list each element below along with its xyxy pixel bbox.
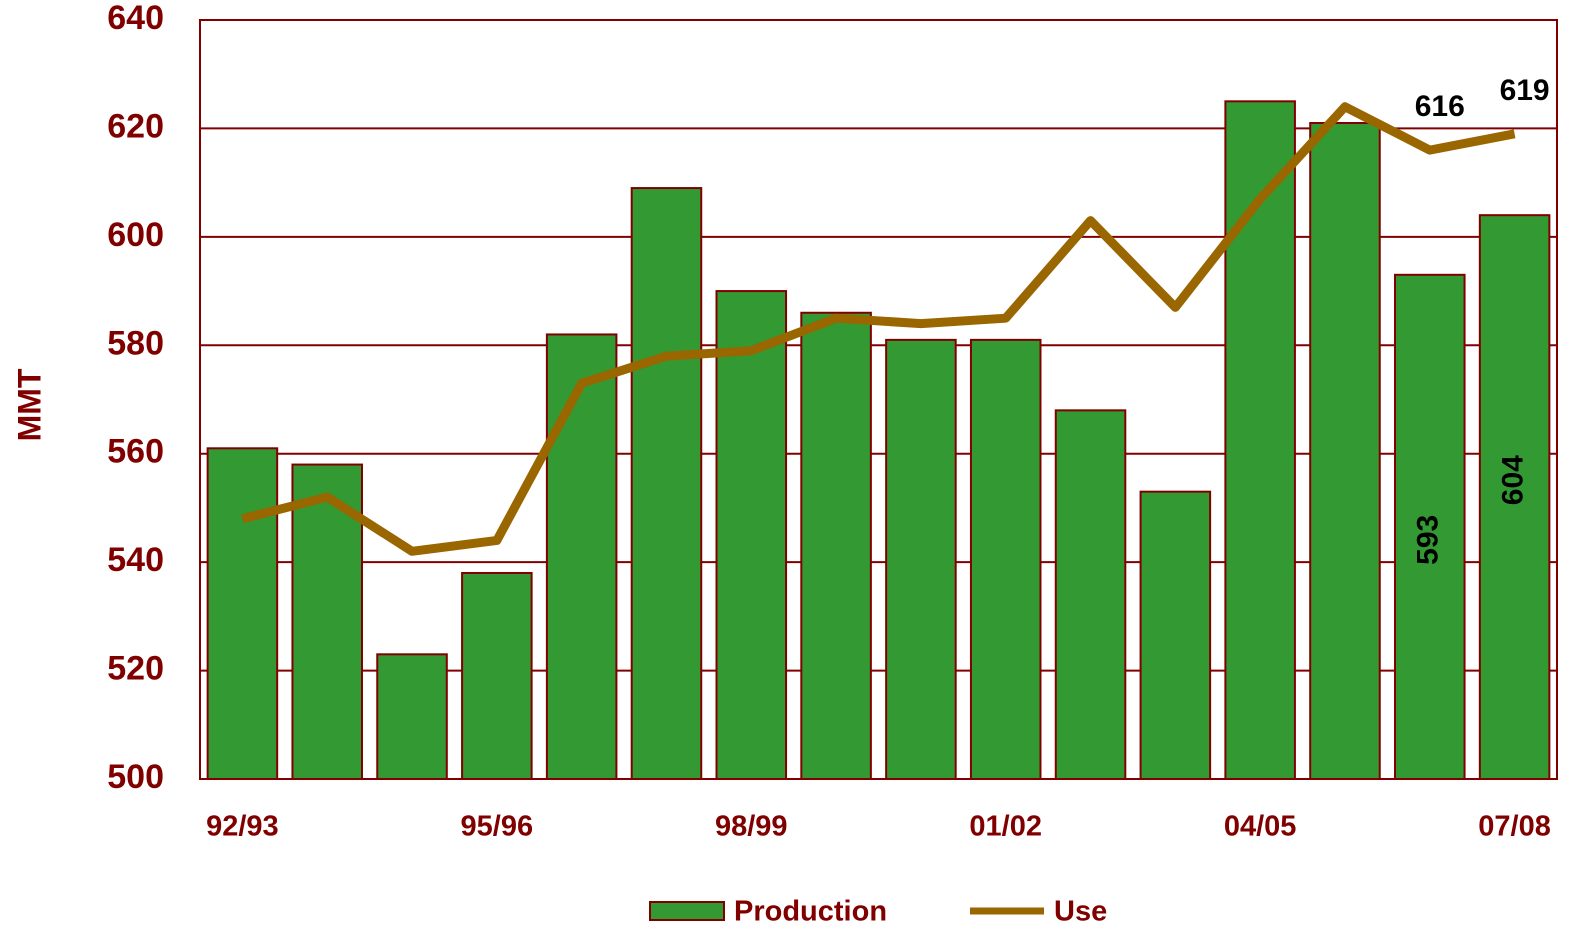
- line-value-label: 616: [1415, 90, 1465, 123]
- plot-frame: [199, 19, 1558, 780]
- legend-label: Production: [734, 896, 887, 928]
- bar: [461, 571, 533, 780]
- bar: [1054, 409, 1127, 780]
- bar: [1478, 214, 1551, 780]
- y-tick-label: 640: [107, 0, 164, 37]
- bar: [715, 290, 788, 780]
- bar: [1394, 273, 1466, 780]
- y-tick-label: 580: [107, 324, 164, 362]
- y-tick-label: 600: [107, 216, 164, 254]
- y-tick-label: 620: [107, 107, 164, 145]
- y-axis-label: MMT: [11, 368, 47, 441]
- line: [241, 102, 1516, 556]
- bar: [885, 338, 957, 780]
- y-tick-label: 520: [107, 650, 164, 688]
- x-tick-label: 07/08: [1478, 811, 1551, 843]
- bar-value-label: 604: [1497, 455, 1530, 505]
- bar: [206, 447, 279, 780]
- y-tick-label: 500: [107, 758, 164, 796]
- y-tick-label: 560: [107, 433, 164, 471]
- bar: [545, 333, 618, 780]
- bar: [630, 187, 703, 781]
- x-tick-label: 01/02: [969, 811, 1042, 843]
- bar: [376, 653, 448, 780]
- x-tick-label: 92/93: [206, 811, 279, 843]
- x-tick-label: 04/05: [1224, 811, 1297, 843]
- bar: [1224, 100, 1296, 781]
- y-tick-label: 540: [107, 541, 164, 579]
- bar: [1309, 122, 1381, 780]
- bar: [800, 311, 872, 780]
- legend-label: Use: [1054, 896, 1107, 928]
- bar: [969, 338, 1042, 780]
- x-tick-label: 95/96: [461, 811, 534, 843]
- line-value-label: 619: [1500, 74, 1550, 107]
- x-tick-label: 98/99: [715, 811, 788, 843]
- legend-swatch: [649, 901, 725, 921]
- bar: [1139, 490, 1212, 780]
- bar-value-label: 593: [1412, 515, 1445, 565]
